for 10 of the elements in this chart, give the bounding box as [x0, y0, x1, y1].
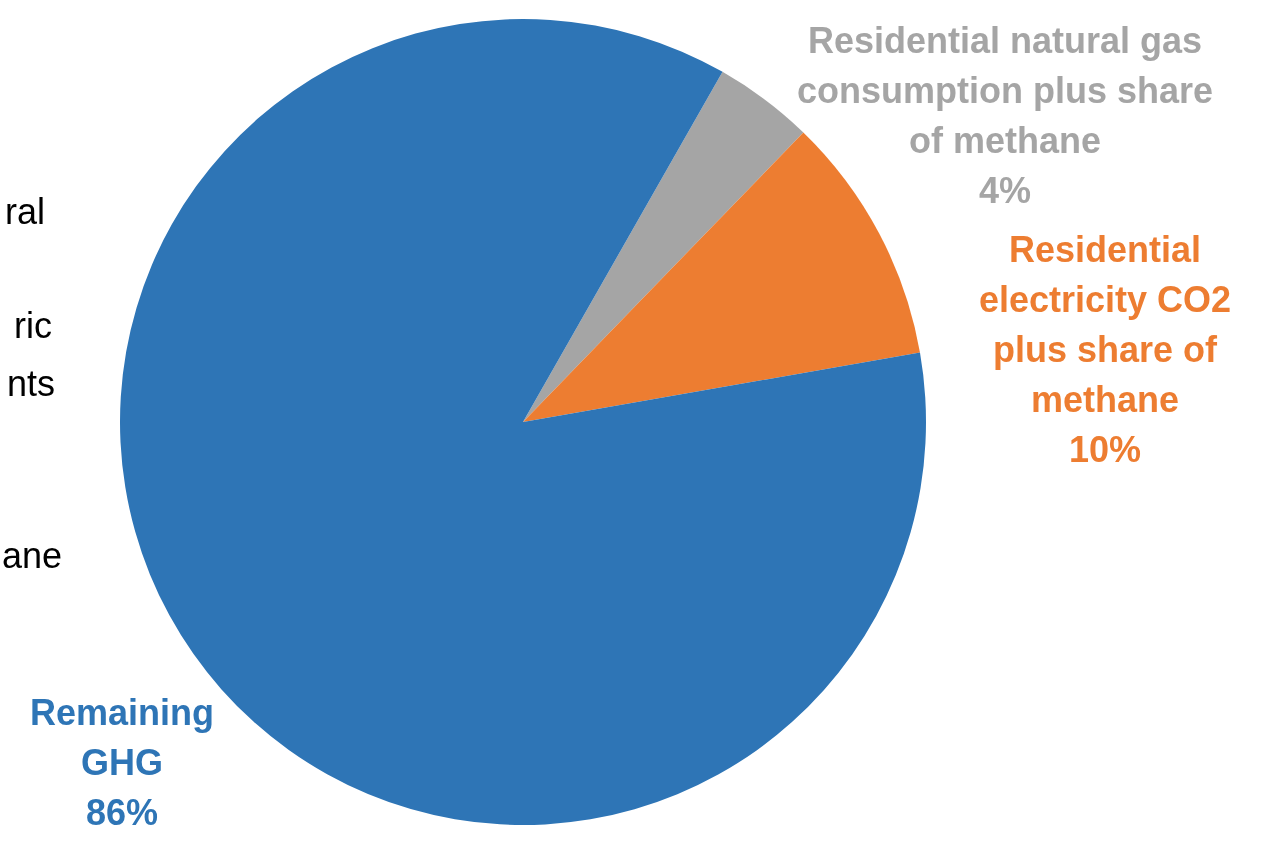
slice-label: Residential natural gas consumption plus share of methane: [796, 20, 1214, 161]
slice-label: Remaining GHG: [29, 692, 215, 783]
text: ane: [1, 535, 62, 576]
text: nts: [6, 363, 55, 404]
data-label: 4%: [978, 170, 1032, 211]
text: ric: [14, 305, 52, 346]
data-label: 86%: [85, 792, 159, 833]
slice-label: Residential electricity CO2 plus share of methane: [978, 229, 1232, 420]
text: ral: [4, 191, 45, 232]
data-label: 10%: [1068, 429, 1142, 470]
